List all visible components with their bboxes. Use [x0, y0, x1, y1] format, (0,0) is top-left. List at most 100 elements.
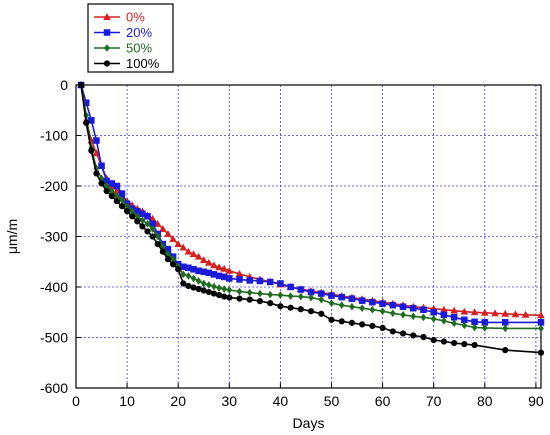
data-point-diamond — [410, 312, 417, 321]
data-point-circle — [190, 284, 197, 291]
data-point-circle — [328, 316, 335, 323]
data-point-triangle — [460, 307, 469, 315]
data-point-diamond — [180, 270, 187, 279]
data-point-circle — [149, 233, 156, 240]
data-point-diamond — [359, 304, 366, 313]
legend-label: 100% — [126, 56, 160, 71]
data-point-square — [430, 308, 437, 316]
legend-item: 0% — [94, 10, 145, 25]
data-point-square — [113, 182, 121, 190]
data-point-diamond — [338, 301, 345, 309]
data-point-diamond — [104, 44, 110, 52]
legend-box — [87, 3, 174, 73]
x-tick-label: 60 — [375, 393, 391, 409]
legend-label: 0% — [126, 10, 145, 25]
data-point-square — [277, 280, 284, 287]
data-point-diamond — [400, 310, 406, 319]
data-point-square — [440, 311, 448, 319]
data-point-diamond — [297, 292, 304, 301]
data-point-diamond — [221, 285, 228, 293]
y-tick-label: 0 — [60, 77, 68, 93]
data-point-square — [93, 137, 100, 144]
data-point-circle — [180, 280, 187, 287]
data-point-circle — [134, 218, 141, 225]
data-point-triangle — [205, 258, 213, 266]
data-point-diamond — [420, 313, 427, 322]
data-point-diamond — [206, 281, 212, 289]
data-point-square — [287, 283, 294, 291]
data-point-diamond — [379, 307, 386, 316]
data-point-circle — [129, 213, 136, 220]
y-tick-label: -400 — [40, 279, 68, 295]
series-square — [77, 81, 545, 326]
data-point-circle — [318, 310, 325, 317]
data-point-circle — [277, 303, 284, 310]
data-point-circle — [200, 287, 207, 294]
x-tick-label: 30 — [222, 393, 238, 409]
data-point-square — [88, 117, 95, 124]
data-point-triangle — [491, 309, 499, 317]
data-point-triangle — [220, 264, 228, 272]
data-point-diamond — [451, 319, 457, 328]
data-point-circle — [113, 198, 120, 205]
data-point-square — [98, 162, 105, 170]
data-point-triangle — [480, 308, 489, 316]
data-point-diamond — [211, 282, 217, 291]
data-point-square — [537, 319, 545, 326]
data-point-triangle — [194, 252, 203, 260]
data-point-square — [389, 301, 397, 309]
data-point-diamond — [190, 274, 197, 283]
data-point-circle — [185, 282, 192, 290]
data-point-diamond — [216, 284, 222, 292]
y-tick-label: -500 — [40, 330, 68, 346]
data-point-circle — [399, 330, 407, 337]
data-point-circle — [226, 294, 233, 301]
data-point-diamond — [200, 279, 207, 288]
x-tick-label: 40 — [273, 393, 289, 409]
data-point-diamond — [277, 291, 284, 299]
data-point-circle — [83, 119, 90, 126]
data-point-circle — [175, 266, 182, 273]
data-point-circle — [144, 228, 151, 235]
data-point-square — [266, 278, 274, 286]
data-point-diamond — [267, 290, 274, 299]
data-point-square — [328, 292, 335, 299]
x-tick-label: 20 — [170, 393, 186, 409]
legend-item: 50% — [94, 41, 152, 56]
data-point-circle — [502, 347, 509, 354]
data-point-square — [103, 29, 111, 36]
data-point-triangle — [537, 311, 545, 319]
data-point-square — [236, 276, 243, 283]
data-point-triangle — [521, 310, 530, 318]
data-point-circle — [164, 256, 172, 263]
grid-group — [76, 85, 541, 388]
x-tick-label: 90 — [528, 393, 544, 409]
data-point-diamond — [287, 292, 294, 300]
data-point-square — [144, 213, 151, 220]
data-point-circle — [236, 295, 243, 302]
data-point-square — [501, 319, 509, 326]
x-tick-label: 10 — [119, 393, 135, 409]
data-point-circle — [338, 318, 345, 325]
data-point-circle — [210, 290, 218, 297]
data-point-square — [409, 304, 417, 312]
data-point-circle — [159, 248, 166, 255]
data-point-circle — [215, 291, 223, 299]
data-point-triangle — [174, 240, 183, 248]
data-point-triangle — [215, 263, 223, 271]
data-point-circle — [108, 192, 115, 200]
data-point-circle — [256, 298, 264, 305]
y-axis-title: μm/m — [4, 219, 20, 254]
data-point-square — [348, 295, 356, 302]
data-point-circle — [93, 170, 100, 177]
data-point-circle — [430, 336, 437, 344]
y-tick-label: -100 — [40, 128, 68, 144]
data-point-diamond — [369, 305, 376, 314]
data-point-diamond — [328, 299, 335, 307]
data-point-circle — [103, 187, 110, 195]
data-point-diamond — [481, 324, 488, 332]
data-point-circle — [461, 340, 468, 348]
series-triangle — [77, 81, 545, 319]
y-tick-label: -300 — [40, 229, 68, 245]
data-point-diamond — [195, 277, 202, 285]
